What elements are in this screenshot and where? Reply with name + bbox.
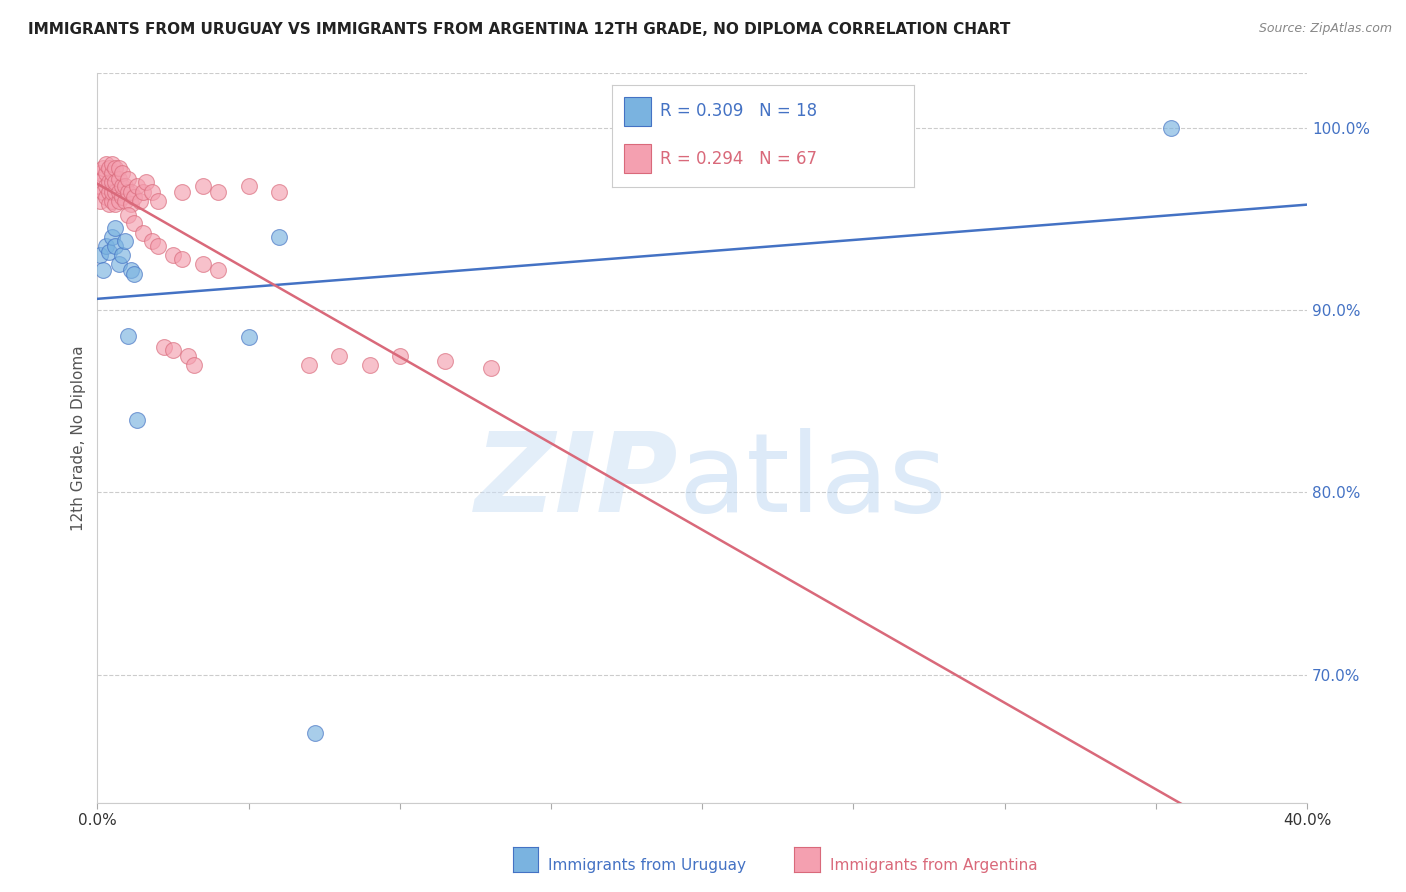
Point [101,175,124,189]
Point [193,179,215,194]
Point [434,354,457,368]
Point [122,267,145,281]
Point [170,252,193,266]
Point [388,349,411,363]
Point [359,358,381,372]
Point [132,185,155,199]
Point [128,194,150,208]
Point [104,197,127,211]
Text: Immigrants from Argentina: Immigrants from Argentina [830,858,1038,872]
Point [101,230,124,244]
Point [146,194,169,208]
Point [238,179,260,194]
Text: Source: ZipAtlas.com: Source: ZipAtlas.com [1258,22,1392,36]
Point [135,175,157,189]
Point [146,239,169,253]
Point [104,175,127,189]
Point [1160,120,1182,135]
Point [104,185,127,199]
Point [96,190,118,204]
Point [104,221,127,235]
Point [107,185,129,199]
Point [177,349,200,363]
Text: ZIP: ZIP [474,428,678,535]
Point [89,166,111,180]
Point [107,171,129,186]
Point [110,179,132,194]
Point [114,179,136,194]
Point [107,194,129,208]
Point [104,239,127,253]
Text: Immigrants from Uruguay: Immigrants from Uruguay [548,858,747,872]
Point [328,349,350,363]
Point [96,179,118,194]
Point [298,358,321,372]
Point [89,194,111,208]
Point [96,239,118,253]
Point [170,185,193,199]
Point [89,248,111,262]
Point [122,215,145,229]
Point [98,244,121,259]
Y-axis label: 12th Grade, No Diploma: 12th Grade, No Diploma [72,345,86,531]
Point [125,179,148,194]
Point [93,171,115,186]
Point [117,328,139,343]
Point [120,197,142,211]
Text: R = 0.294   N = 67: R = 0.294 N = 67 [659,150,817,168]
Point [207,263,229,277]
Text: atlas: atlas [678,428,946,535]
Point [153,340,176,354]
Point [479,361,502,376]
Point [101,185,124,199]
Point [96,157,118,171]
Text: R = 0.309   N = 18: R = 0.309 N = 18 [659,103,817,120]
Point [183,358,205,372]
Point [122,190,145,204]
Point [267,185,290,199]
Point [110,166,132,180]
Point [141,234,163,248]
Point [117,171,139,186]
Point [98,175,121,189]
Point [93,185,115,199]
Text: IMMIGRANTS FROM URUGUAY VS IMMIGRANTS FROM ARGENTINA 12TH GRADE, NO DIPLOMA CORR: IMMIGRANTS FROM URUGUAY VS IMMIGRANTS FR… [28,22,1011,37]
Point [104,161,127,175]
Point [101,157,124,171]
Point [117,185,139,199]
Point [107,161,129,175]
Point [141,185,163,199]
Point [98,197,121,211]
Point [117,208,139,222]
Point [304,726,326,740]
Bar [624,145,651,173]
Point [98,185,121,199]
Point [125,412,148,426]
Point [120,185,142,199]
Point [101,194,124,208]
Point [114,194,136,208]
Point [238,330,260,344]
Point [162,343,184,358]
Point [98,161,121,175]
Point [267,230,290,244]
Point [110,190,132,204]
Point [207,185,229,199]
Point [132,227,155,241]
Point [193,258,215,272]
Point [107,258,129,272]
Point [101,166,124,180]
Point [162,248,184,262]
Point [93,161,115,175]
Point [110,248,132,262]
Point [114,234,136,248]
Point [93,263,115,277]
Point [120,263,142,277]
Point [89,179,111,194]
Point [96,166,118,180]
Bar [624,97,651,126]
